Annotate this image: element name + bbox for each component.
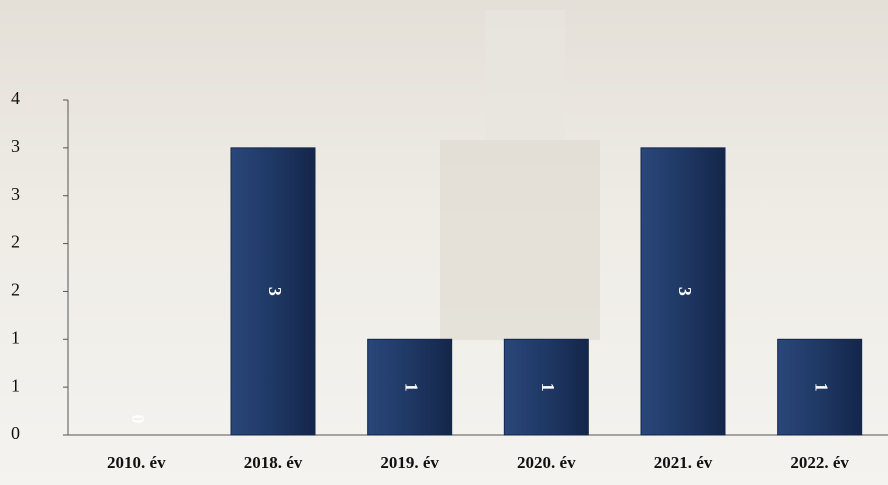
x-tick-label: 2010. év [107,453,166,472]
y-tick-label: 3 [11,136,20,156]
y-tick-label: 4 [11,88,20,108]
bar [230,147,316,436]
value-label: 3 [675,287,695,296]
y-tick-label: 1 [11,327,20,347]
x-tick-label: 2018. év [244,453,303,472]
x-tick-label: 2019. év [380,453,439,472]
value-label: 0 [128,415,148,424]
x-tick-label: 2020. év [517,453,576,472]
bar [640,147,726,436]
value-label: 1 [402,383,422,392]
y-tick-label: 3 [11,184,20,204]
bar [503,338,589,436]
y-tick-label: 2 [11,280,20,300]
background-tower [485,10,565,140]
x-tick-label: 2022. év [790,453,849,472]
y-tick-label: 0 [11,423,20,443]
value-label: 1 [538,383,558,392]
value-label: 3 [265,287,285,296]
y-tick-label: 2 [11,232,20,252]
x-tick-label: 2021. év [654,453,713,472]
bar [777,338,863,436]
background-building [440,140,600,340]
value-label: 1 [812,383,832,392]
bar [367,338,453,436]
y-tick-label: 1 [11,375,20,395]
